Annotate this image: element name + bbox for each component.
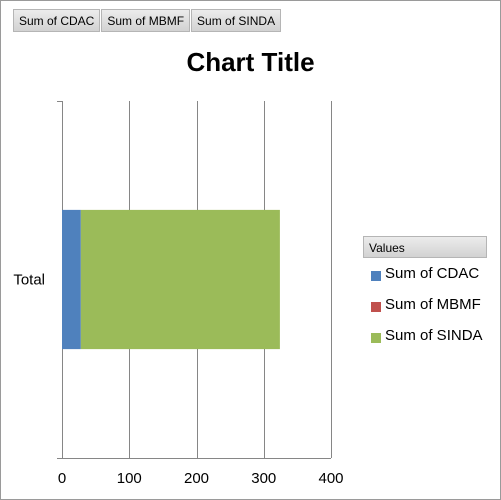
legend-values-button[interactable]: Values — [363, 236, 487, 258]
legend-label-sinda: Sum of SINDA — [385, 327, 483, 344]
x-tick-label: 200 — [184, 470, 209, 487]
bar-sum-of-cdac — [62, 209, 81, 350]
x-tick-label: 100 — [117, 470, 142, 487]
legend-item-sinda: Sum of SINDA — [363, 320, 487, 351]
x-tick-label: 0 — [58, 470, 66, 487]
x-tick-label: 300 — [251, 470, 276, 487]
legend-item-mbmf: Sum of MBMF — [363, 289, 487, 320]
field-button-sinda[interactable]: Sum of SINDA — [191, 9, 282, 32]
legend-label-cdac: Sum of CDAC — [385, 265, 480, 282]
legend[interactable]: Values Sum of CDAC Sum of MBMF Sum of SI… — [363, 236, 487, 351]
legend-swatch-sinda — [371, 333, 381, 343]
legend-swatch-cdac — [371, 271, 381, 281]
x-tick-label: 400 — [318, 470, 343, 487]
pivot-field-buttons: Sum of CDAC Sum of MBMF Sum of SINDA — [13, 9, 282, 32]
chart-title[interactable]: Chart Title — [186, 47, 315, 77]
bar-sum-of-sinda — [80, 209, 280, 350]
legend-swatch-mbmf — [371, 302, 381, 312]
legend-label-mbmf: Sum of MBMF — [385, 296, 481, 313]
field-button-cdac[interactable]: Sum of CDAC — [13, 9, 101, 32]
category-label: Total — [13, 272, 45, 289]
field-button-mbmf[interactable]: Sum of MBMF — [101, 9, 191, 32]
legend-item-cdac: Sum of CDAC — [363, 258, 487, 289]
